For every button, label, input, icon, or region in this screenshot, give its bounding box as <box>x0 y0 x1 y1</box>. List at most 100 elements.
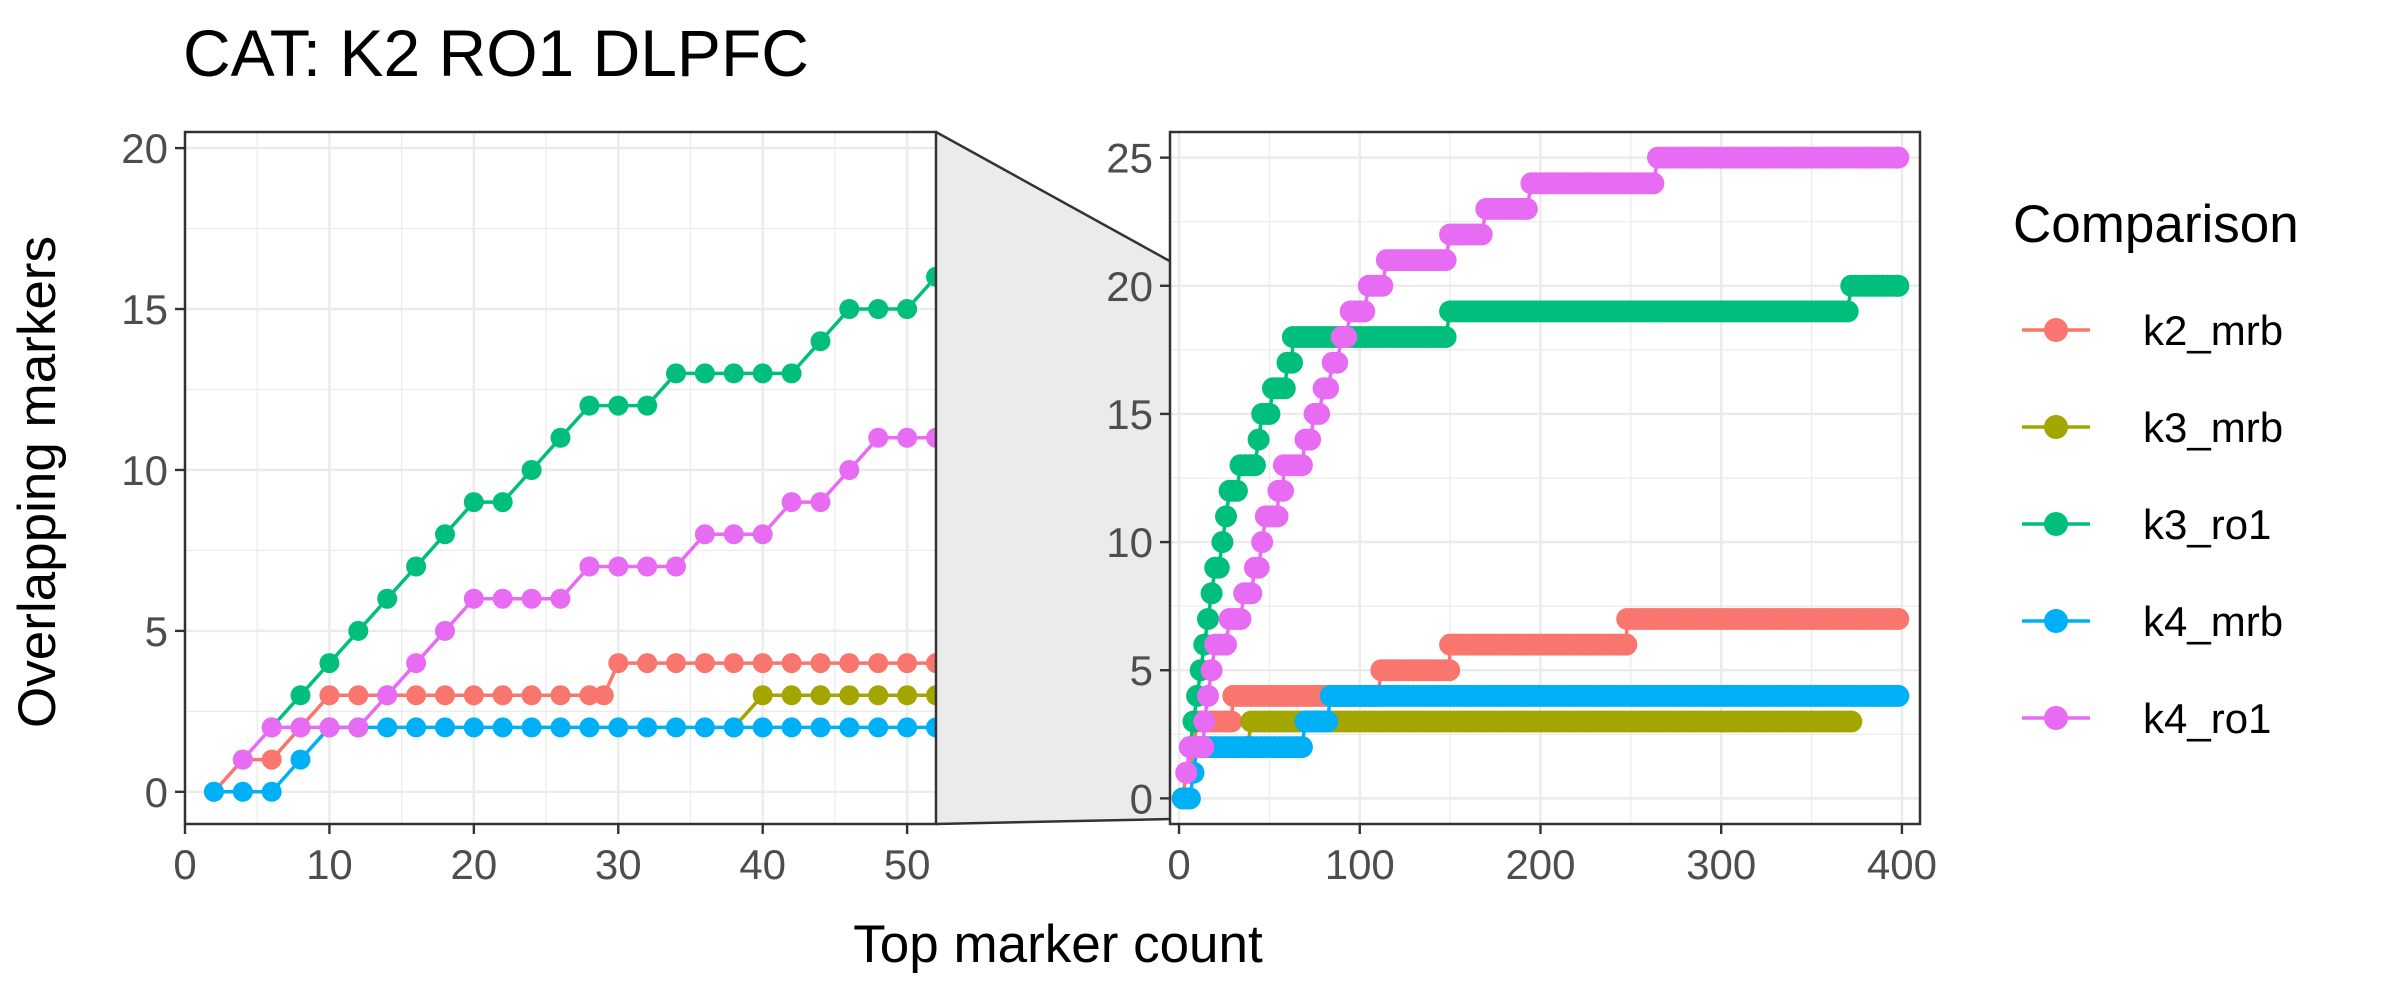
legend-item-k4_ro1: k4_ro1 <box>2022 695 2271 742</box>
legend-item-k3_mrb: k3_mrb <box>2022 404 2283 451</box>
data-point-k2_mrb <box>550 685 571 706</box>
x-tick-label: 50 <box>884 841 931 888</box>
data-point-k4_ro1 <box>1353 300 1376 323</box>
data-point-k4_ro1 <box>781 492 802 513</box>
data-point-k4_ro1 <box>752 524 773 545</box>
data-point-k4_mrb <box>752 717 773 738</box>
gridlines <box>1170 132 1920 824</box>
data-point-k4_ro1 <box>1299 428 1322 451</box>
data-point-k2_mrb <box>492 685 513 706</box>
data-point-k4_ro1 <box>897 427 918 448</box>
series-group <box>1171 146 1910 810</box>
legend-label: k4_ro1 <box>2143 695 2271 742</box>
data-point-k3_mrb <box>897 685 918 706</box>
data-point-k3_mrb <box>752 685 773 706</box>
series-k3_mrb <box>1236 710 1863 759</box>
data-point-k3_ro1 <box>1243 454 1266 477</box>
data-point-k2_mrb <box>839 653 860 674</box>
data-point-k3_ro1 <box>406 556 427 577</box>
data-point-k4_mrb <box>781 717 802 738</box>
data-point-k4_ro1 <box>550 588 571 609</box>
data-point-k3_ro1 <box>492 492 513 513</box>
data-point-k4_mrb <box>463 717 484 738</box>
data-point-k4_ro1 <box>1317 377 1340 400</box>
data-point-k4_ro1 <box>463 588 484 609</box>
data-point-k4_mrb <box>550 717 571 738</box>
data-point-k4_ro1 <box>810 492 831 513</box>
data-point-k4_ro1 <box>1642 172 1665 195</box>
data-point-k4_ro1 <box>521 588 542 609</box>
legend-title: Comparison <box>2013 195 2299 254</box>
data-point-k3_ro1 <box>521 460 542 480</box>
x-tick-label: 200 <box>1505 841 1575 888</box>
data-point-k3_mrb <box>868 685 889 706</box>
y-tick-label: 20 <box>121 125 168 172</box>
x-tick-label: 300 <box>1686 841 1756 888</box>
data-point-k4_ro1 <box>232 749 253 770</box>
data-point-k3_ro1 <box>666 363 686 384</box>
data-point-k2_mrb <box>1438 659 1461 682</box>
data-point-k4_mrb <box>579 717 600 738</box>
data-point-k4_mrb <box>1290 736 1313 759</box>
data-point-k3_ro1 <box>637 395 658 416</box>
data-point-k2_mrb <box>319 685 340 706</box>
data-point-k3_ro1 <box>723 363 744 384</box>
y-tick-label: 15 <box>121 286 168 333</box>
legend-key-point <box>2044 512 2068 536</box>
data-point-k3_ro1 <box>1211 531 1234 554</box>
legend-key-point <box>2044 706 2068 730</box>
legend-item-k3_ro1: k3_ro1 <box>2022 501 2271 548</box>
data-point-k3_mrb <box>810 685 831 706</box>
data-point-k4_mrb <box>521 717 542 738</box>
data-point-k3_ro1 <box>1200 582 1223 605</box>
data-point-k3_ro1 <box>1273 377 1296 400</box>
series-group <box>203 266 936 802</box>
data-point-k4_ro1 <box>290 717 311 738</box>
data-point-k4_ro1 <box>1290 454 1313 477</box>
data-point-k4_mrb <box>666 717 686 738</box>
y-tick-label: 0 <box>145 769 168 816</box>
data-point-k4_mrb <box>377 717 398 738</box>
data-point-k4_mrb <box>810 717 831 738</box>
data-point-k4_mrb <box>290 749 311 770</box>
series-line-k3_mrb <box>732 693 936 729</box>
data-point-k3_ro1 <box>926 266 936 287</box>
y-axis-title: Overlapping markers <box>8 236 67 728</box>
data-point-k3_ro1 <box>1887 274 1910 297</box>
data-point-k4_mrb <box>1887 684 1910 707</box>
data-point-k2_mrb <box>261 749 282 770</box>
data-point-k3_ro1 <box>550 427 571 448</box>
data-point-k3_ro1 <box>897 299 918 319</box>
data-point-k4_mrb <box>203 781 224 802</box>
data-point-k2_mrb <box>463 685 484 706</box>
data-point-k4_ro1 <box>1240 582 1263 605</box>
data-point-k4_ro1 <box>694 524 715 545</box>
series-k4_mrb <box>1171 684 1910 810</box>
data-point-k3_ro1 <box>463 492 484 513</box>
data-point-k4_ro1 <box>579 556 600 577</box>
y-tick-label: 5 <box>1130 647 1153 694</box>
data-point-k4_ro1 <box>1326 351 1349 374</box>
data-point-k4_ro1 <box>1175 761 1198 784</box>
y-tick-label: 25 <box>1106 135 1153 182</box>
data-point-k4_ro1 <box>406 653 427 674</box>
legend-item-k4_mrb: k4_mrb <box>2022 598 2283 645</box>
data-point-k4_mrb <box>492 717 513 738</box>
data-point-k3_ro1 <box>579 395 600 416</box>
data-point-k3_ro1 <box>1434 326 1457 348</box>
data-point-k4_mrb <box>1316 710 1339 733</box>
data-point-k2_mrb <box>752 653 773 674</box>
legend-label: k3_ro1 <box>2143 501 2271 548</box>
data-point-k4_mrb <box>839 717 860 738</box>
data-point-k3_ro1 <box>348 620 369 641</box>
data-point-k3_ro1 <box>810 331 831 352</box>
data-point-k4_mrb <box>926 717 936 738</box>
panel-background <box>185 132 936 824</box>
x-tick-label: 100 <box>1325 841 1395 888</box>
series-line-k4_ro1 <box>241 436 936 761</box>
data-point-k3_ro1 <box>290 685 311 706</box>
legend-item-k2_mrb: k2_mrb <box>2022 307 2283 354</box>
data-point-k2_mrb <box>926 653 936 674</box>
data-point-k3_ro1 <box>781 363 802 384</box>
zoom-connector-fill <box>936 132 1200 824</box>
